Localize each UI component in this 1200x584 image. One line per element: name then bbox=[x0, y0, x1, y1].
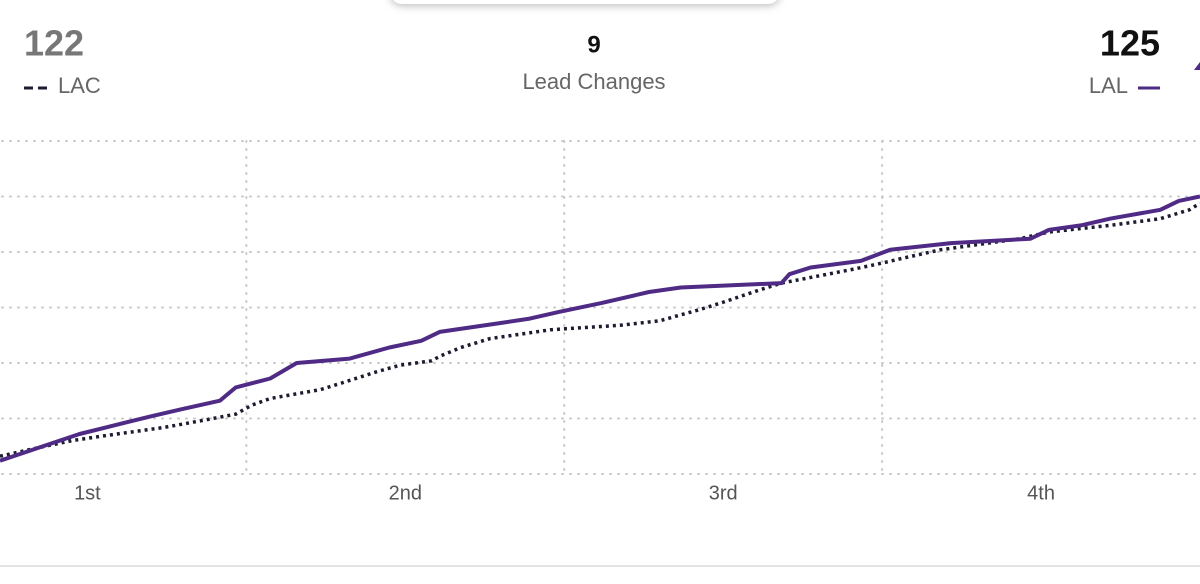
lead-changes-label: Lead Changes bbox=[522, 69, 665, 94]
home-score: 125 bbox=[1100, 23, 1160, 64]
logo-fragment bbox=[1194, 62, 1200, 70]
away-score: 122 bbox=[24, 23, 84, 64]
top-tab bbox=[393, 0, 777, 4]
score-line bbox=[0, 194, 1200, 463]
x-tick-label: 2nd bbox=[389, 482, 422, 504]
lead-changes-count: 9 bbox=[587, 31, 600, 58]
away-legend-label: LAC bbox=[58, 73, 101, 98]
x-tick-label: 1st bbox=[74, 482, 101, 504]
x-tick-label: 4th bbox=[1027, 482, 1055, 504]
x-tick-label: 3rd bbox=[709, 482, 738, 504]
home-legend-label: LAL bbox=[1089, 73, 1128, 98]
